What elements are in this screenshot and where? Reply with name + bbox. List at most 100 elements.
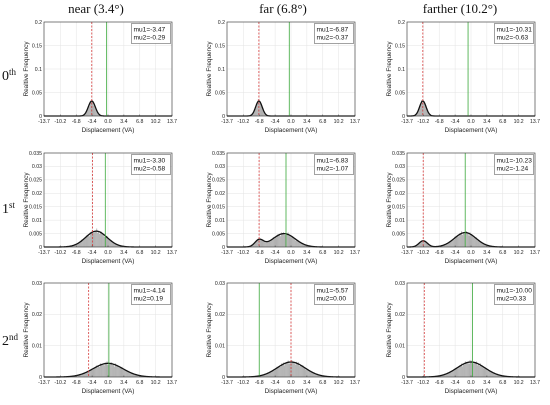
histogram-bar bbox=[474, 236, 476, 247]
histogram-bar bbox=[456, 367, 458, 377]
x-tick-label: 0.0 bbox=[287, 250, 294, 256]
y-tick-label: 0.2 bbox=[398, 20, 405, 26]
histogram-bar bbox=[284, 235, 286, 247]
x-tick-label: -3.4 bbox=[451, 250, 460, 256]
histogram-bar bbox=[72, 245, 73, 247]
histogram-bar bbox=[262, 107, 264, 116]
panels: -13.7 -10.2 -6.8 -3.4 0.0 3.4 6.8 10.2 13.7 0 0.05… bbox=[23, 20, 540, 395]
histogram-bar bbox=[265, 374, 267, 377]
y-tick-label: 0.01 bbox=[215, 218, 225, 224]
histogram-bar bbox=[123, 369, 125, 377]
x-tick-label: -6.8 bbox=[255, 119, 264, 125]
histogram-bar bbox=[423, 103, 425, 116]
histogram-bar bbox=[459, 233, 461, 247]
histogram-bar bbox=[129, 372, 130, 377]
histogram-bar bbox=[78, 243, 80, 247]
x-tick-label: 3.4 bbox=[483, 119, 490, 125]
histogram-bar bbox=[269, 241, 270, 247]
x-tick-label: 0.0 bbox=[467, 380, 474, 386]
y-axis-label: Realtive Frequency bbox=[206, 41, 213, 97]
histogram-bar bbox=[298, 362, 299, 377]
histogram-bar bbox=[498, 375, 500, 377]
x-tick-label: 10.2 bbox=[334, 380, 344, 386]
histogram-bar bbox=[303, 244, 305, 247]
x-tick-label: 6.8 bbox=[136, 119, 143, 125]
histogram-bar bbox=[481, 242, 483, 247]
histogram-bar bbox=[257, 238, 259, 247]
histogram-bar bbox=[267, 373, 269, 377]
histogram-bar bbox=[263, 374, 265, 377]
histogram-bar bbox=[129, 372, 131, 377]
histogram-bar bbox=[255, 103, 257, 116]
y-tick-label: 0.03 bbox=[32, 164, 42, 170]
histogram-bar bbox=[424, 103, 426, 116]
histogram-bar bbox=[283, 362, 284, 377]
histogram-bar bbox=[308, 369, 310, 377]
histogram-bar bbox=[480, 241, 482, 247]
histogram-bar bbox=[111, 362, 113, 377]
histogram-bar bbox=[116, 244, 118, 247]
histogram-bar bbox=[298, 242, 300, 247]
y-tick-label: 0.02 bbox=[215, 312, 225, 318]
y-axis-label: Realtive Frequency bbox=[386, 41, 393, 97]
histogram-bar bbox=[115, 244, 117, 247]
histogram-bar bbox=[443, 245, 445, 247]
histogram-bar bbox=[78, 375, 80, 377]
histogram-bar bbox=[484, 244, 486, 247]
histogram-bar bbox=[459, 365, 461, 377]
y-axis-label: Realtive Frequency bbox=[386, 302, 393, 358]
histogram-bar bbox=[80, 241, 82, 247]
x-tick-label: 13.7 bbox=[350, 119, 360, 125]
histogram-bar bbox=[477, 240, 478, 247]
annotation-mu1: mu1=-4.14 bbox=[134, 288, 166, 295]
histogram-bar bbox=[470, 234, 472, 247]
panel-r0c2: -13.7 -10.2 -6.8 -3.4 0.0 3.4 6.8 10.2 13.7 0 0.05… bbox=[386, 20, 540, 134]
histogram-bar bbox=[489, 371, 491, 377]
histogram-bar bbox=[77, 243, 79, 247]
row-label-2nd-base: 2 bbox=[2, 334, 9, 349]
panel-r1c2: -13.7 -10.2 -6.8 -3.4 0.0 3.4 6.8 10.2 13.7 0 0.00… bbox=[386, 151, 540, 265]
histogram-bar bbox=[87, 234, 89, 247]
histogram-bar bbox=[476, 361, 477, 377]
y-tick-label: 0.015 bbox=[392, 205, 405, 211]
histogram-bar bbox=[110, 362, 112, 377]
x-tick-label: -10.2 bbox=[54, 250, 66, 256]
x-tick-label: 6.8 bbox=[136, 380, 143, 386]
annotation-mu1: mu1=-6.87 bbox=[317, 27, 349, 34]
histogram-bar bbox=[107, 365, 109, 377]
histogram-bar bbox=[274, 369, 276, 377]
histogram-bar bbox=[131, 372, 133, 377]
histogram-bar bbox=[270, 239, 272, 247]
row-label-1st-base: 1 bbox=[2, 202, 9, 217]
histogram-bar bbox=[285, 362, 287, 377]
histogram-bar bbox=[309, 371, 311, 377]
histogram-bar bbox=[95, 108, 97, 116]
x-axis-label: Displacement (VA) bbox=[445, 258, 498, 265]
histogram-bar bbox=[277, 366, 279, 377]
histogram-bar bbox=[472, 236, 474, 247]
histogram-bar bbox=[318, 375, 320, 377]
y-tick-label: 0.02 bbox=[215, 191, 225, 197]
x-axis-label: Displacement (VA) bbox=[445, 388, 498, 395]
histogram-bar bbox=[258, 240, 260, 247]
histogram-bar bbox=[463, 233, 465, 247]
histogram-bar bbox=[483, 368, 485, 377]
histogram-bar bbox=[133, 374, 135, 377]
x-tick-label: 6.8 bbox=[499, 250, 506, 256]
histogram-bar bbox=[300, 242, 302, 247]
histogram-bar bbox=[117, 245, 119, 247]
x-tick-label: -10.2 bbox=[237, 250, 249, 256]
x-tick-label: 10.2 bbox=[334, 250, 344, 256]
y-tick-label: 0.03 bbox=[395, 164, 405, 170]
histogram-bar bbox=[491, 371, 492, 377]
histogram-bar bbox=[86, 109, 88, 116]
x-tick-label: -3.4 bbox=[451, 119, 460, 125]
histogram-bar bbox=[283, 232, 284, 247]
x-tick-label: 13.7 bbox=[530, 250, 540, 256]
y-tick-label: 0.01 bbox=[32, 343, 42, 349]
histogram-bar bbox=[305, 369, 307, 377]
histogram-bar bbox=[460, 365, 462, 377]
y-axis-label: Realtive Frequency bbox=[386, 172, 393, 228]
histogram-bar bbox=[293, 361, 295, 377]
